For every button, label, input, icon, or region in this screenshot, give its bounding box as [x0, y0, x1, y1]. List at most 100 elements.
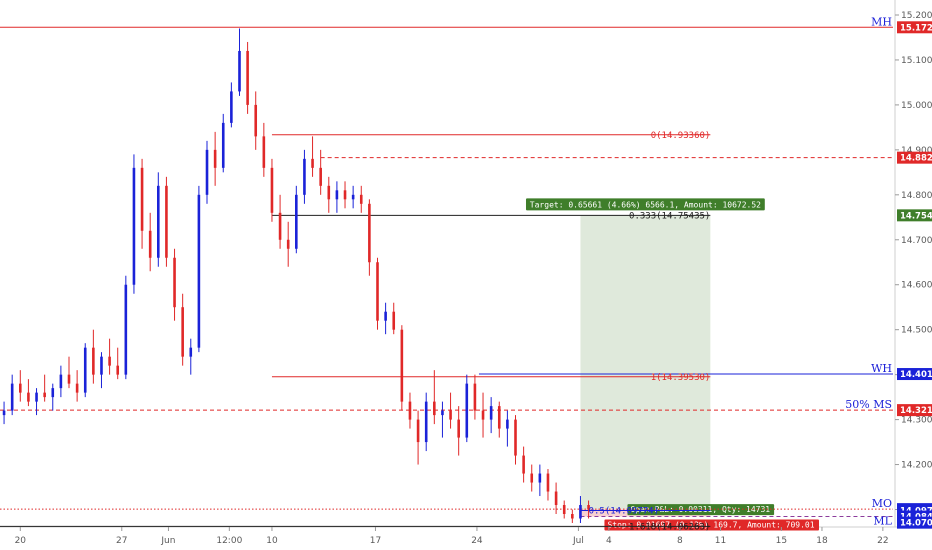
time-tick-label: 10 — [266, 536, 278, 546]
candle-body[interactable] — [116, 365, 120, 375]
candle-body[interactable] — [562, 505, 566, 515]
candle-body[interactable] — [514, 419, 517, 456]
candle-body[interactable] — [311, 158, 314, 168]
level-lines-group[interactable] — [0, 26, 893, 527]
candle-body[interactable] — [351, 194, 355, 200]
candle-body[interactable] — [213, 149, 217, 168]
candle-body[interactable] — [92, 347, 95, 375]
candle-body[interactable] — [189, 347, 193, 357]
candle-body[interactable] — [108, 356, 111, 366]
price-tick-label: 14.90000 — [901, 146, 932, 156]
time-tick-label: 22 — [877, 536, 888, 546]
candle-body[interactable] — [221, 122, 225, 168]
candle-body[interactable] — [59, 374, 63, 389]
candle-body[interactable] — [433, 401, 436, 416]
candle-body[interactable] — [43, 392, 46, 398]
price-tag-box — [897, 151, 932, 164]
candle-body[interactable] — [376, 262, 379, 321]
candle-body[interactable] — [327, 185, 331, 200]
candle-body[interactable] — [449, 410, 452, 420]
time-tick-label: 4 — [606, 536, 612, 546]
level-name-label: MH — [871, 15, 892, 28]
candle-body[interactable] — [522, 455, 525, 474]
time-tick-label: Jul — [572, 536, 584, 546]
candle-body[interactable] — [416, 419, 420, 443]
position-tool-group[interactable]: Target: 0.65661 (4.66%) 6566.1, Amount: … — [525, 198, 819, 531]
candle-body[interactable] — [238, 50, 241, 92]
fib-labels-group: 0(14.93360) 0.333(14.75435) 1(14.39530) 0.5… — [589, 131, 711, 533]
candle-body[interactable] — [319, 167, 322, 186]
candle-body[interactable] — [278, 212, 282, 240]
candle-body[interactable] — [197, 194, 201, 348]
target-zone[interactable] — [580, 215, 711, 510]
candle-body[interactable] — [481, 410, 485, 420]
price-tag-box — [897, 21, 932, 34]
candle-body[interactable] — [465, 383, 469, 438]
candle-body[interactable] — [254, 104, 258, 137]
candle-body[interactable] — [554, 491, 558, 506]
candle-body[interactable] — [148, 230, 152, 258]
candle-body[interactable] — [408, 401, 412, 420]
candle-body[interactable] — [165, 185, 168, 258]
candle-body[interactable] — [230, 91, 233, 123]
candle-body[interactable] — [538, 473, 542, 483]
price-tick-label: 15.20000 — [901, 11, 932, 21]
level-name-label: 50% MS — [845, 398, 892, 411]
candle-body[interactable] — [368, 203, 371, 263]
candle-body[interactable] — [489, 406, 493, 420]
candle-body[interactable] — [579, 505, 582, 519]
price-tick-label: 14.50000 — [901, 326, 932, 336]
candle-body[interactable] — [424, 401, 428, 443]
stop-label-box — [604, 519, 819, 531]
candle-body[interactable] — [571, 514, 574, 519]
candle-body[interactable] — [132, 167, 136, 285]
candle-body[interactable] — [359, 194, 363, 204]
candle-body[interactable] — [384, 311, 387, 321]
candle-body[interactable] — [546, 473, 550, 492]
candle-body[interactable] — [157, 185, 160, 258]
price-tag-box — [897, 516, 932, 529]
candle-body[interactable] — [400, 329, 404, 402]
candle-body[interactable] — [506, 419, 509, 429]
candle-body[interactable] — [295, 194, 298, 249]
candle-body[interactable] — [2, 410, 6, 416]
candle-body[interactable] — [587, 505, 590, 510]
candle-body[interactable] — [457, 419, 460, 438]
candle-body[interactable] — [497, 406, 501, 429]
candle-body[interactable] — [181, 307, 184, 357]
candle-body[interactable] — [140, 167, 144, 231]
candle-body[interactable] — [35, 392, 38, 402]
candle-body[interactable] — [262, 136, 266, 168]
time-tick-label: 11 — [715, 536, 726, 546]
candle-body[interactable] — [27, 392, 30, 402]
candle-body[interactable] — [246, 50, 249, 105]
candle-body[interactable] — [270, 167, 274, 213]
candle-body[interactable] — [441, 410, 444, 416]
candle-body[interactable] — [392, 311, 396, 330]
candle-body[interactable] — [205, 149, 209, 195]
candle-body[interactable] — [173, 257, 176, 308]
price-axis-panel[interactable] — [895, 0, 932, 550]
candle-body[interactable] — [100, 356, 103, 375]
candle-body[interactable] — [83, 347, 87, 393]
candle-body[interactable] — [18, 383, 22, 393]
candle-body[interactable] — [343, 190, 347, 200]
candle-body[interactable] — [473, 383, 477, 411]
stop-label: Stop: 0.01697 (0.12%) 169.7, Amount: 709… — [607, 521, 814, 530]
candle-body[interactable] — [335, 190, 339, 200]
level-names-group: MH WH 50% MS MO ML — [845, 15, 892, 527]
time-tick-label: 15 — [776, 536, 787, 546]
candle-body[interactable] — [124, 284, 128, 375]
candle-body[interactable] — [67, 374, 71, 384]
candle-body[interactable] — [10, 383, 14, 411]
candle-body[interactable] — [286, 239, 290, 249]
candle-body[interactable] — [303, 158, 306, 195]
fib-level-label: 0.333(14.75435) — [629, 211, 710, 221]
candle-body[interactable] — [530, 473, 534, 483]
candle-body[interactable] — [75, 383, 79, 393]
target-label: Target: 0.65661 (4.66%) 6566.1, Amount: … — [530, 200, 761, 209]
candle-body[interactable] — [51, 388, 55, 398]
candles-group[interactable] — [2, 28, 590, 523]
